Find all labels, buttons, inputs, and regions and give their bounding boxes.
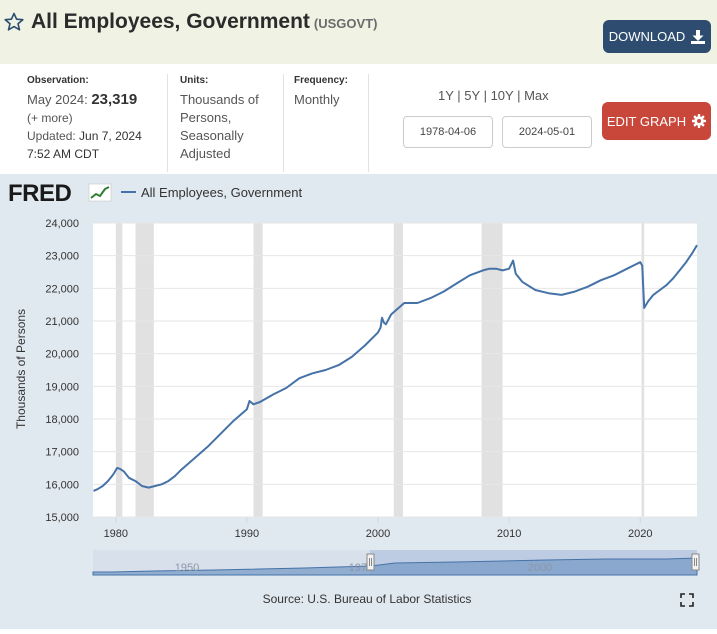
page-title: All Employees, Government (USGOVT) — [31, 10, 377, 34]
recession-band — [253, 223, 263, 517]
fred-logo: FRED — [8, 180, 72, 207]
range-max-button[interactable]: Max — [524, 88, 549, 103]
end-date-input[interactable]: 2024-05-01 — [502, 116, 592, 148]
gear-icon — [692, 114, 707, 128]
download-label: DOWNLOAD — [608, 29, 686, 44]
y-tick-label: 21,000 — [45, 316, 79, 328]
chart-area: FRED All Employees, Government Thousands… — [0, 174, 717, 629]
navigator-series — [92, 557, 698, 576]
recession-band — [393, 223, 403, 517]
observation-date: May 2024: — [27, 92, 88, 107]
units-line: Persons, — [180, 110, 232, 125]
metadata-panel: Observation: May 2024: 23,319 (+ more) U… — [0, 64, 717, 174]
frequency-value: Monthly — [294, 92, 340, 107]
y-tick-label: 23,000 — [45, 251, 79, 263]
legend-label: All Employees, Government — [141, 185, 303, 200]
observation-label: Observation: — [27, 75, 89, 86]
series-title: All Employees, Government — [31, 10, 310, 33]
units-line: Adjusted — [180, 146, 231, 161]
units-line: Thousands of — [180, 92, 259, 107]
navigator-handle-left[interactable] — [366, 553, 375, 571]
range-5y-button[interactable]: 5Y — [464, 88, 480, 103]
fullscreen-icon[interactable] — [680, 593, 694, 607]
edit-graph-button[interactable]: EDIT GRAPH — [602, 102, 711, 140]
range-10y-button[interactable]: 10Y — [490, 88, 514, 103]
recession-band — [641, 223, 645, 517]
recession-band — [115, 223, 123, 517]
y-tick-label: 20,000 — [45, 349, 79, 361]
x-tick-label: 2000 — [366, 528, 390, 540]
observation-block: Observation: May 2024: 23,319 (+ more) U… — [27, 75, 142, 163]
x-axis: 1980 1990 2000 2010 2020 — [104, 517, 652, 540]
y-tick-label: 15,000 — [45, 512, 79, 524]
x-tick-label: 2020 — [628, 528, 652, 540]
observation-value: 23,319 — [91, 91, 138, 108]
y-grid — [93, 222, 697, 518]
y-axis-title: Thousands of Persons — [14, 309, 28, 429]
y-tick-label: 24,000 — [45, 218, 79, 230]
recession-band — [481, 223, 503, 517]
x-tick-label: 1990 — [235, 528, 259, 540]
range-1y-button[interactable]: 1Y — [438, 88, 454, 103]
navigator-label: 1950 — [175, 562, 199, 574]
y-tick-label: 16,000 — [45, 479, 79, 491]
navigator-label: 2000 — [528, 562, 552, 574]
updated-time: 7:52 AM CDT — [27, 147, 100, 161]
y-tick-label: 18,000 — [45, 414, 79, 426]
y-axis: 15,000 16,000 17,000 18,000 19,000 20,000 21,0… — [45, 218, 79, 524]
frequency-block: Frequency: Monthly — [294, 75, 348, 109]
range-selector: 1Y | 5Y | 10Y | Max — [438, 88, 549, 103]
navigator-handle-right[interactable] — [691, 553, 700, 571]
fred-logo-graph-icon — [88, 183, 112, 202]
frequency-label: Frequency: — [294, 75, 348, 86]
y-tick-label: 19,000 — [45, 381, 79, 393]
edit-graph-label: EDIT GRAPH — [606, 113, 687, 129]
source-note: Source: U.S. Bureau of Labor Statistics — [263, 592, 472, 606]
start-date-input[interactable]: 1978-04-06 — [403, 116, 493, 148]
units-block: Units: Thousands of Persons, Seasonally … — [180, 75, 259, 163]
recession-band — [135, 223, 154, 517]
recession-bands — [93, 223, 697, 517]
divider — [283, 74, 284, 172]
star-icon[interactable] — [4, 12, 24, 32]
chart: FRED All Employees, Government Thousands… — [8, 180, 700, 607]
units-label: Units: — [180, 75, 209, 86]
series-line — [93, 244, 698, 492]
units-line: Seasonally — [180, 128, 244, 143]
x-tick-label: 1980 — [104, 528, 128, 540]
updated-date: Jun 7, 2024 — [79, 129, 142, 143]
x-tick-label: 2010 — [497, 528, 521, 540]
updated-label: Updated: — [27, 129, 76, 143]
y-tick-label: 17,000 — [45, 447, 79, 459]
y-tick-label: 22,000 — [45, 283, 79, 295]
divider — [368, 74, 369, 172]
download-icon — [691, 29, 706, 44]
more-observations-link[interactable]: (+ more) — [27, 111, 73, 125]
series-id: (USGOVT) — [313, 16, 378, 31]
divider — [167, 74, 168, 172]
navigator[interactable]: 1950 1975 2000 — [92, 550, 700, 576]
download-button[interactable]: DOWNLOAD — [603, 20, 711, 53]
header-bar: All Employees, Government (USGOVT) DOWNLO… — [0, 0, 717, 64]
